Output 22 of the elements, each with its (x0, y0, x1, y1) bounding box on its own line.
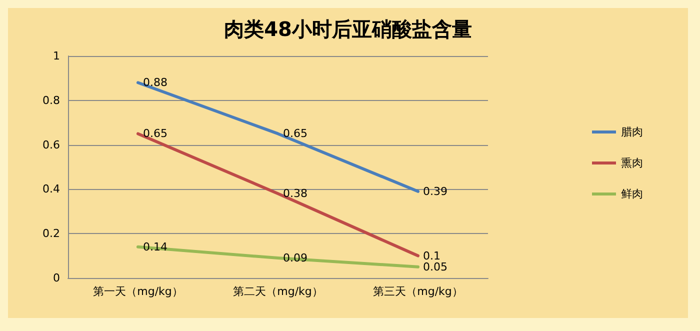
y-tick-label: 0.8 (42, 94, 60, 107)
legend-label: 腊肉 (621, 126, 643, 138)
y-tick-label: 0.2 (42, 227, 60, 240)
data-label: 0.39 (423, 184, 448, 198)
data-label: 0.09 (283, 252, 308, 265)
y-tick-label: 0.4 (42, 182, 60, 196)
data-label: 0.14 (143, 240, 168, 254)
x-tick-label: 第二天（mg/kg） (233, 285, 323, 298)
legend-label: 熏肉 (621, 156, 643, 170)
data-label: 0.05 (423, 260, 448, 274)
data-label: 0.65 (283, 127, 308, 140)
x-tick-label: 第一天（mg/kg） (93, 285, 183, 298)
data-label: 0.38 (283, 187, 308, 200)
data-label: 0.88 (143, 76, 168, 90)
legend-label: 鲜肉 (621, 188, 643, 200)
y-tick-label: 1 (53, 50, 60, 62)
y-tick-label: 0.6 (42, 138, 60, 152)
chart-title: 肉类48小时后亚硝酸盐含量 (224, 17, 472, 41)
x-tick-label: 第三天（mg/kg） (373, 285, 463, 298)
data-label: 0.65 (143, 127, 168, 140)
y-tick-label: 0 (53, 272, 60, 284)
data-label: 0.1 (423, 249, 440, 262)
